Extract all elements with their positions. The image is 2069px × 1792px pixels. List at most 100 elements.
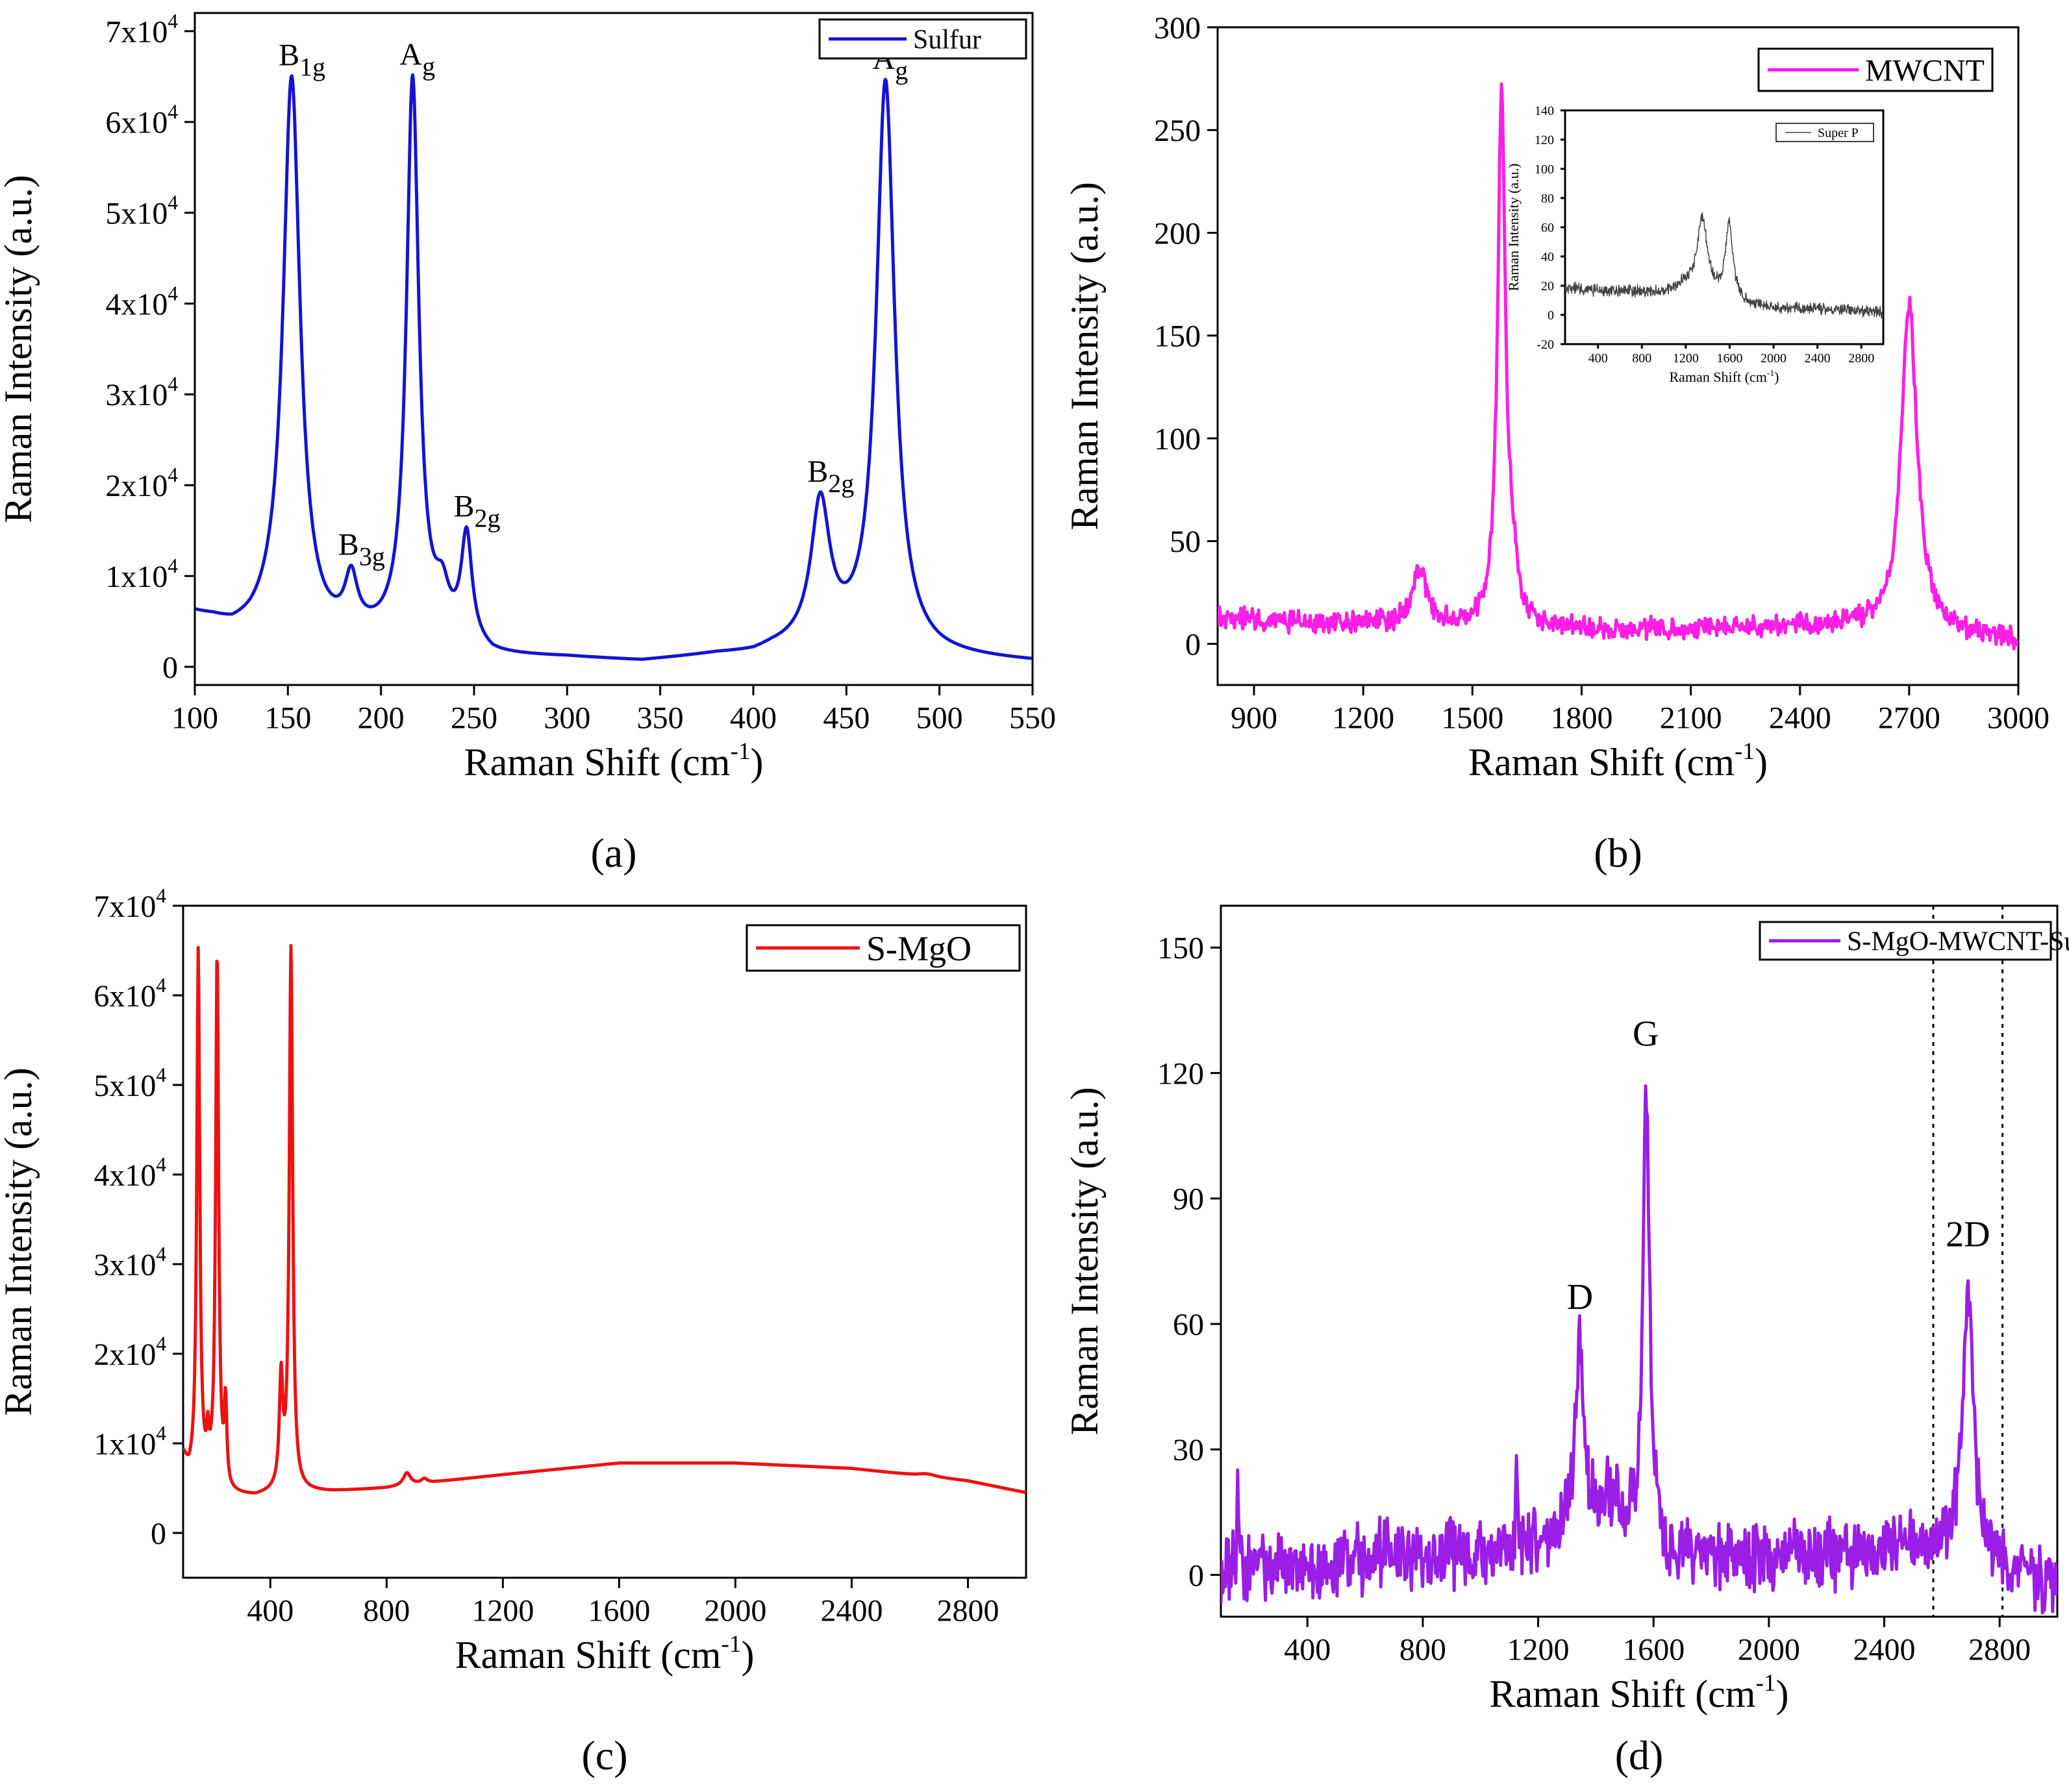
- y-tick-label: 20: [1541, 279, 1554, 293]
- legend-label: Super P: [1818, 126, 1859, 140]
- x-tick-label: 2400: [1853, 1632, 1916, 1667]
- label-text: Raman Shift (cm: [455, 1634, 721, 1676]
- x-tick-label: 150: [264, 701, 311, 735]
- tick-exponent: 4: [168, 464, 178, 486]
- tick-text: 2x10: [94, 1338, 156, 1372]
- y-tick-label: 0: [1188, 1558, 1204, 1593]
- tick-exponent: 4: [168, 373, 178, 395]
- y-tick-label: 0: [151, 1517, 166, 1551]
- peak-label-main: B: [338, 528, 359, 562]
- y-tick-label: 5x104: [105, 192, 178, 231]
- series-line-S-MgO: [183, 943, 1026, 1495]
- panel-caption: (d): [1615, 1732, 1664, 1778]
- y-tick-label: 50: [1170, 525, 1201, 559]
- series-line-MWCNT: [1218, 82, 2018, 651]
- y-tick-label: -20: [1536, 338, 1554, 352]
- tick-text: 5x10: [105, 197, 168, 231]
- y-axis-label: Raman Intensity (a.u.): [0, 175, 40, 523]
- y-axis-label: Raman Intensity (a.u.): [0, 1067, 40, 1416]
- y-tick-label: 40: [1541, 250, 1554, 264]
- label-text: ): [1774, 369, 1779, 385]
- tick-text: 2x10: [105, 469, 168, 503]
- peak-label-sub: 2g: [475, 504, 501, 533]
- y-tick-label: 1x104: [105, 554, 178, 594]
- y-tick-label: 1x104: [94, 1422, 166, 1462]
- chart-d: 400 800 1200 1600 2000 2400 2800 0 30 60 90 120 150 R…: [1063, 904, 2069, 1778]
- y-tick-label: 150: [1157, 931, 1204, 965]
- peak-label-main: A: [399, 38, 422, 72]
- peak-annotation: 2D: [1946, 1215, 1990, 1255]
- tick-exponent: 4: [156, 1064, 166, 1086]
- label-text: ): [741, 1634, 754, 1676]
- tick-text: 1x10: [105, 560, 168, 594]
- y-tick-label: 140: [1535, 104, 1554, 118]
- x-tick-label: 550: [1009, 701, 1056, 735]
- y-tick-label: 7x104: [94, 884, 166, 924]
- y-tick-label: 300: [1154, 11, 1201, 45]
- tick-text: 7x10: [105, 15, 168, 49]
- plot-frame: [182, 904, 1027, 1579]
- x-tick-label: 2000: [1761, 351, 1787, 366]
- y-tick-label: 4x104: [94, 1153, 166, 1193]
- x-axis-label: Raman Shift (cm-1): [1490, 1670, 1789, 1715]
- chart-b: 400 800 1200 1600 2000 2400 2800 -20 0 20 40 60 80 10…: [1505, 104, 1885, 385]
- label-exponent: -1: [1755, 1670, 1775, 1697]
- tick-text: 3x10: [105, 378, 168, 412]
- x-tick-label: 1200: [1332, 701, 1394, 735]
- y-tick-label: 2x104: [105, 464, 178, 503]
- x-tick-label: 2400: [1769, 701, 1831, 735]
- legend-label: MWCNT: [1865, 53, 1985, 88]
- x-tick-label: 300: [544, 701, 590, 735]
- series-line-Sulfur: [195, 73, 1033, 661]
- label-text: ): [750, 741, 763, 784]
- y-tick-label: 0: [162, 651, 178, 685]
- plot-frame: [1220, 904, 2059, 1618]
- panel-caption: (a): [590, 830, 636, 876]
- x-tick-label: 100: [171, 701, 218, 735]
- peak-annotation: G: [1633, 1014, 1659, 1054]
- label-exponent: -1: [1735, 738, 1755, 765]
- tick-text: 4x10: [94, 1158, 156, 1193]
- peak-annotation: D: [1567, 1277, 1593, 1317]
- x-tick-label: 400: [247, 1593, 294, 1628]
- peak-label-sub: 1g: [299, 53, 325, 82]
- tick-exponent: 4: [156, 1243, 166, 1265]
- label-text: Raman Shift (cm: [1670, 369, 1767, 385]
- y-tick-label: 7x104: [105, 10, 178, 49]
- x-tick-label: 1200: [1673, 351, 1699, 366]
- x-tick-label: 800: [363, 1593, 410, 1628]
- y-tick-label: 60: [1173, 1308, 1204, 1342]
- label-text: Raman Shift (cm: [464, 741, 731, 784]
- y-tick-label: 80: [1541, 192, 1554, 206]
- tick-exponent: 4: [168, 10, 178, 32]
- series-line-S-MgO-MWCNT-SuperP: [1221, 1084, 2057, 1615]
- y-tick-label: 120: [1535, 133, 1554, 147]
- x-tick-label: 2400: [820, 1593, 883, 1628]
- x-tick-label: 2700: [1878, 701, 1940, 735]
- tick-text: 6x10: [94, 979, 156, 1014]
- x-tick-label: 1200: [1507, 1632, 1570, 1667]
- series-line-Super P: [1565, 212, 1883, 319]
- y-tick-label: 6x104: [94, 974, 166, 1014]
- peak-label-main: B: [807, 454, 828, 489]
- x-tick-label: 800: [1399, 1632, 1446, 1667]
- x-tick-label: 800: [1632, 351, 1651, 366]
- panel-caption: (c): [581, 1732, 627, 1778]
- tick-exponent: 4: [156, 1153, 166, 1176]
- x-tick-label: 2400: [1805, 351, 1831, 366]
- label-exponent: -1: [730, 738, 750, 765]
- peak-label: B2g: [807, 454, 854, 498]
- x-tick-label: 2000: [1738, 1632, 1800, 1667]
- x-tick-label: 400: [1284, 1632, 1331, 1667]
- plot-frame: [194, 12, 1034, 686]
- tick-exponent: 4: [156, 974, 166, 997]
- legend-label: S-MgO: [866, 929, 972, 968]
- y-tick-label: 0: [1185, 627, 1201, 662]
- chart-a: 100 150 200 250 300 350 400 450 500 55001x1042x10…: [0, 10, 1056, 876]
- x-tick-label: 1500: [1441, 701, 1503, 735]
- x-tick-label: 3000: [1987, 701, 2050, 735]
- peak-label-sub: g: [422, 52, 435, 81]
- peak-label: B1g: [279, 38, 325, 82]
